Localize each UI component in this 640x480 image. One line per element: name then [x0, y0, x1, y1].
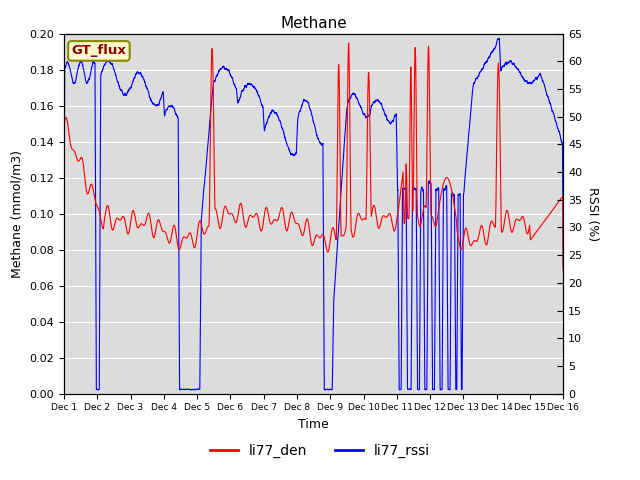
Y-axis label: RSSI (%): RSSI (%): [586, 187, 599, 240]
Text: GT_flux: GT_flux: [72, 44, 126, 58]
Legend: li77_den, li77_rssi: li77_den, li77_rssi: [204, 438, 436, 464]
Title: Methane: Methane: [280, 16, 347, 31]
Y-axis label: Methane (mmol/m3): Methane (mmol/m3): [11, 150, 24, 277]
X-axis label: Time: Time: [298, 418, 329, 431]
